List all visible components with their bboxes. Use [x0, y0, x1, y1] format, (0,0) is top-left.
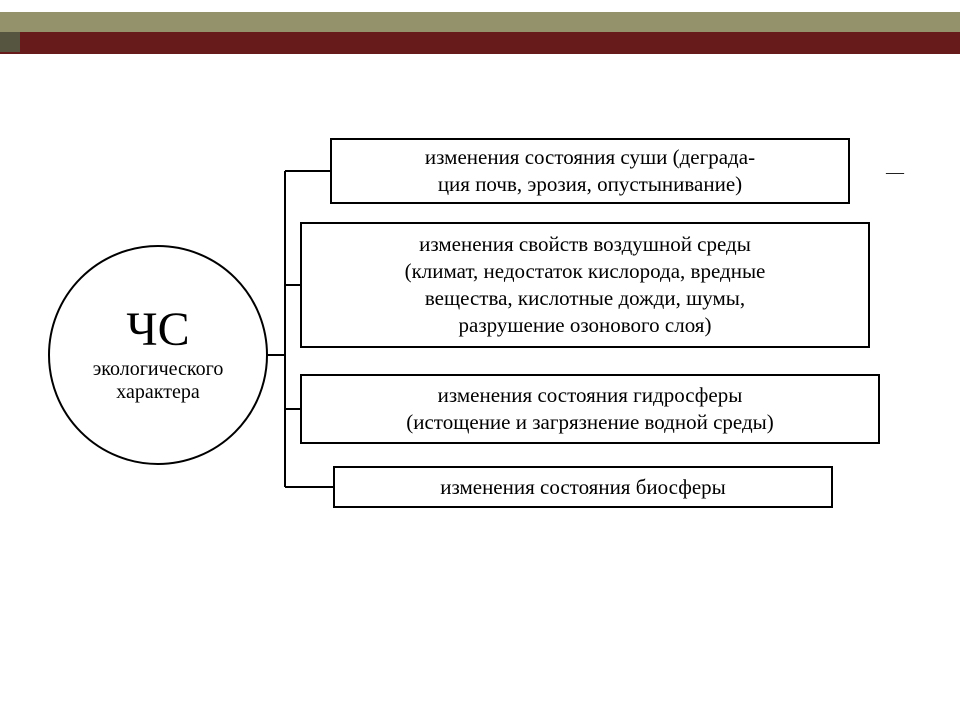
box-land: изменения состояния суши (деграда-ция по… — [330, 138, 850, 204]
circle-subtitle: экологического характера — [93, 358, 224, 404]
box-air: изменения свойств воздушной среды(климат… — [300, 222, 870, 348]
box-hydro-label: изменения состояния гидросферы(истощение… — [406, 382, 774, 436]
box-air-label: изменения свойств воздушной среды(климат… — [405, 231, 766, 339]
box-bio-label: изменения состояния биосферы — [440, 474, 726, 501]
central-circle: ЧС экологического характера — [48, 245, 268, 465]
circle-title: ЧС — [126, 306, 189, 354]
box-bio: изменения состояния биосферы — [333, 466, 833, 508]
box-hydro: изменения состояния гидросферы(истощение… — [300, 374, 880, 444]
box-land-label: изменения состояния суши (деграда-ция по… — [425, 144, 755, 198]
